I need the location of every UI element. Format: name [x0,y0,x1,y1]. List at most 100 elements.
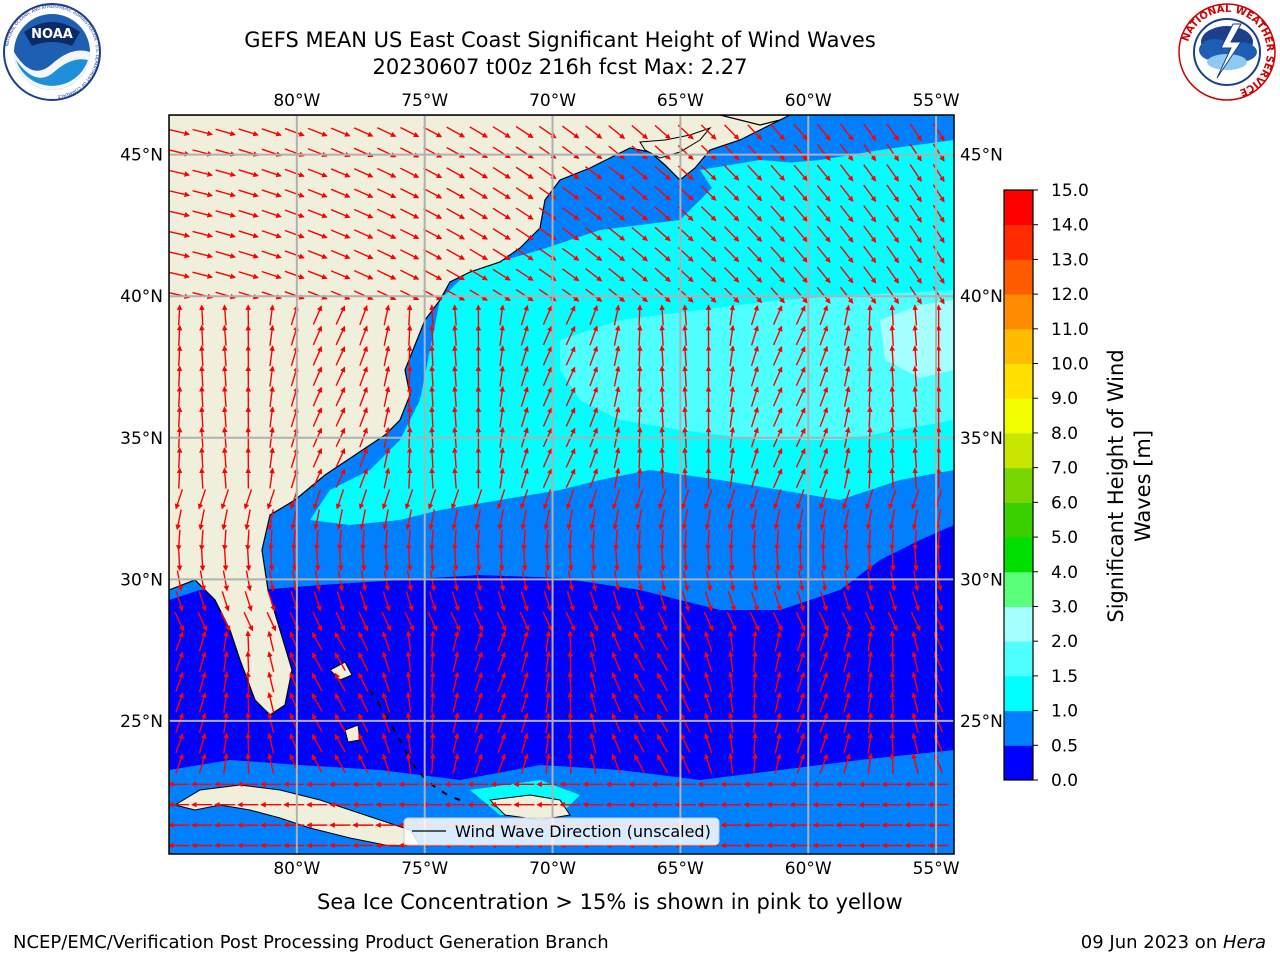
wave-arrow [475,570,483,592]
wave-arrow [932,123,945,142]
wave-arrow [865,489,874,510]
wave-arrow [284,209,305,219]
wave-arrow [452,732,460,754]
wave-arrow [704,489,713,510]
wave-arrow [867,324,873,346]
wave-arrow [199,324,205,346]
colorbar-label-line2: Waves [m] [1131,430,1155,542]
wave-arrow [611,672,622,692]
wave-arrow [819,591,828,612]
wave-arrow [497,631,506,652]
wave-arrow [520,406,529,428]
wave-direction-arrows [169,123,949,849]
wave-arrow [499,467,505,489]
wave-arrow [515,268,534,281]
wave-arrow [772,468,783,488]
wave-arrow [284,168,305,178]
wave-arrow [886,204,900,223]
wave-arrow [175,733,184,754]
wave-arrow [704,732,713,754]
wave-arrow [887,611,898,632]
wave-arrow [405,752,412,774]
wave-arrow [843,671,851,693]
wave-arrow [613,324,621,346]
wave-arrow [198,692,207,713]
wave-arrow [192,271,214,279]
wave-arrow [520,325,529,346]
wave-arrow [199,529,205,551]
wave-arrow [284,189,305,198]
wave-arrow [244,509,251,531]
wave-arrow [335,468,346,488]
wave-arrow [911,692,919,713]
wave-arrow [747,226,763,243]
wave-arrow [843,467,851,489]
wave-arrow [724,165,740,181]
wave-arrow [654,165,671,181]
wave-arrow [863,123,877,141]
wave-arrow [335,448,346,468]
wave-arrow [656,672,669,692]
wave-arrow [381,489,391,510]
wave-arrow [313,591,322,612]
wave-arrow [912,324,918,346]
wave-arrow [888,489,897,510]
wave-arrow [774,732,782,754]
wave-arrow [613,365,621,387]
wave-arrow [589,753,597,774]
wave-arrow [423,187,443,199]
wave-arrow [497,733,506,754]
wave-arrow [222,324,228,346]
wave-arrow [565,611,576,632]
wave-arrow [634,631,645,651]
wave-arrow [819,345,829,366]
wave-arrow [406,570,414,592]
wave-arrow [400,269,420,280]
wave-arrow [267,671,275,693]
wave-arrow [890,570,897,592]
wave-arrow [381,753,391,774]
noaa-logo-icon: NOAA NATIONAL OCEANIC AND ATMOSPHERIC AD… [3,3,101,101]
lat-ticks-left: 45°N 40°N 35°N 30°N 25°N [120,146,163,732]
wave-arrow [446,208,466,220]
wave-arrow [429,345,435,367]
wave-arrow [474,509,482,531]
wave-arrow [654,145,671,160]
wave-arrow [245,671,251,693]
wave-arrow [770,124,785,141]
wave-arrow [889,385,896,408]
wave-arrow [613,467,621,489]
wave-arrow [381,712,391,733]
wave-arrow [330,290,351,300]
wave-arrow [199,304,205,326]
wave-arrow [680,611,691,632]
wave-arrow [542,366,553,387]
colorbar-tick-label: 1.0 [1051,702,1078,722]
wave-arrow [909,143,922,162]
wave-arrow [589,489,598,510]
wave-arrow [932,265,945,285]
wave-arrow [867,304,873,326]
wave-arrow [656,652,669,672]
wave-arrow [867,406,873,428]
wave-arrow [772,346,783,366]
wave-arrow [268,570,276,592]
wave-arrow [499,304,505,326]
wave-arrow [911,630,919,652]
wave-arrow [545,671,551,693]
wave-arrow [590,550,597,572]
wave-arrow [796,692,806,713]
colorbar-tick-label: 1.5 [1051,667,1078,687]
wave-arrow [405,732,412,754]
wave-arrow [634,652,645,672]
wave-arrow [245,732,251,754]
wave-arrow [774,691,782,713]
wave-arrow [728,671,734,693]
wave-arrow [266,489,276,510]
wave-arrow [429,324,435,346]
wave-arrow [330,168,351,178]
wave-arrow [724,267,740,283]
wave-arrow [561,145,580,159]
wave-arrow [176,570,183,592]
wave-arrow [176,447,183,469]
